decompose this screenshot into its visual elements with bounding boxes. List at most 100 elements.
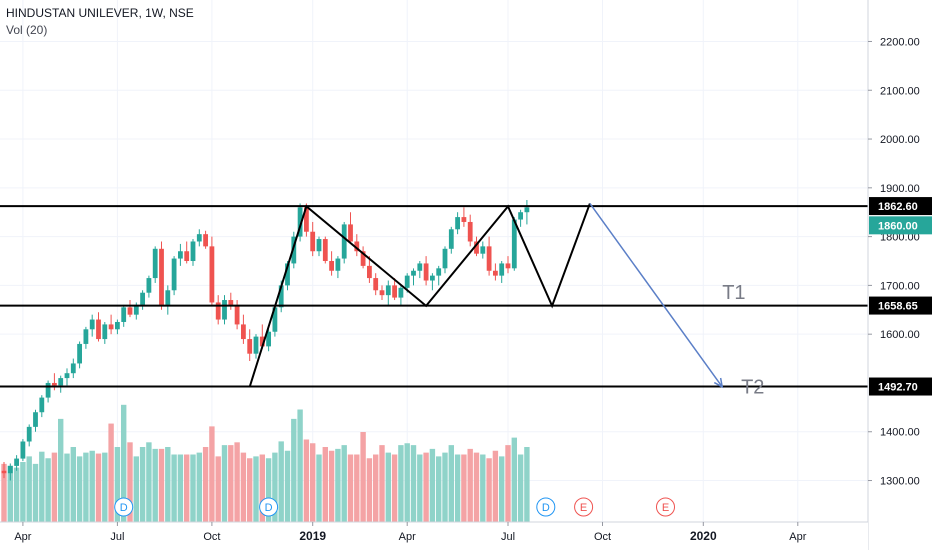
volume-bar (391, 454, 398, 522)
price-tick-label: 2200.00 (880, 36, 920, 48)
dividend-marker[interactable]: D (114, 497, 134, 517)
volume-bar (454, 454, 461, 522)
candle (480, 241, 486, 259)
volume-bar (517, 454, 524, 522)
volume-bar (511, 437, 517, 522)
time-tick-label: Apr (14, 531, 31, 543)
volume-bar (240, 452, 247, 522)
volume-bar (335, 448, 341, 522)
volume-bar (360, 432, 366, 522)
candle (385, 280, 391, 305)
candle (159, 241, 164, 310)
volume-bar (234, 442, 240, 522)
candle (442, 246, 448, 274)
volume-bar (253, 456, 259, 522)
earnings-marker[interactable]: E (574, 497, 594, 517)
volume-bar (461, 454, 467, 522)
current-price-badge: 1860.00 (878, 220, 918, 232)
volume-bar (423, 452, 429, 522)
candle (335, 256, 341, 279)
candle (14, 455, 19, 471)
candle (234, 300, 240, 330)
volume-bar (322, 447, 328, 522)
candle (165, 285, 171, 315)
candle (291, 231, 297, 269)
candle (493, 263, 498, 281)
candle (430, 273, 435, 291)
candle (253, 334, 259, 359)
volume-bar (310, 443, 316, 522)
candle (70, 358, 76, 379)
candle (115, 319, 120, 335)
annotation-t2[interactable]: T2 (741, 377, 764, 399)
candle (322, 236, 328, 264)
price-tick-label: 2100.00 (880, 85, 920, 97)
candle (341, 221, 347, 264)
volume-bar (265, 458, 272, 522)
level-badge-0: 1862.60 (878, 201, 918, 213)
candle (77, 341, 82, 369)
candle (316, 236, 322, 257)
volume-bar (492, 450, 499, 522)
candle (39, 395, 45, 418)
volume-bar (58, 418, 64, 522)
candle (228, 292, 234, 310)
time-tick-label: 2020 (690, 529, 717, 543)
volume-bar (347, 454, 354, 522)
level-badge-2: 1492.70 (878, 382, 918, 394)
candle (215, 295, 221, 325)
candle (467, 214, 473, 247)
projection-line[interactable] (589, 202, 723, 388)
time-axis: Apr Jul Oct 2019 Apr Jul Oct 2020 Apr (0, 521, 868, 550)
volume-bar (429, 448, 436, 522)
candle (102, 321, 108, 344)
volume-bars (1, 404, 530, 522)
candle (7, 463, 13, 481)
svg-text:D: D (265, 502, 273, 514)
price-tick-label: 2000.00 (880, 134, 920, 146)
candle (121, 304, 127, 327)
dividend-marker[interactable]: D (536, 497, 556, 517)
candle (108, 314, 114, 335)
volume-bar (26, 456, 32, 522)
candle (96, 312, 101, 342)
earnings-marker[interactable]: E (656, 497, 675, 517)
price-axis-bg (868, 0, 932, 550)
volume-bar (341, 445, 347, 522)
candle (354, 234, 360, 257)
candle (83, 326, 89, 349)
candle (417, 261, 423, 279)
candle (190, 239, 196, 266)
volume-bar (177, 454, 184, 522)
pattern-zigzag[interactable] (248, 203, 591, 388)
level-badge-0-bg (869, 197, 932, 216)
candle (367, 256, 372, 283)
dividend-marker[interactable]: D (259, 497, 279, 517)
volume-bar (366, 458, 373, 522)
volume-bar (486, 458, 492, 522)
volume-bar (39, 451, 45, 522)
volume-bar (152, 448, 158, 522)
volume-bar (70, 447, 76, 522)
candle (448, 226, 454, 254)
candle (272, 304, 278, 337)
volume-bar (32, 463, 39, 522)
candle (461, 207, 467, 227)
volume-bar (379, 445, 385, 522)
volume-bar (76, 456, 83, 522)
candle (26, 424, 32, 447)
current-price-badge-bg (869, 216, 932, 235)
candle (329, 251, 334, 276)
volume-bar (398, 445, 404, 522)
volume-bar (89, 450, 95, 522)
annotation-t1[interactable]: T1 (722, 282, 745, 304)
candle (171, 256, 177, 296)
candle (455, 212, 460, 235)
candle (152, 246, 158, 283)
candle (499, 261, 505, 283)
candle (518, 209, 523, 227)
volume-bar (127, 442, 133, 522)
volume-bar (316, 454, 322, 522)
volume-bar (410, 445, 417, 522)
